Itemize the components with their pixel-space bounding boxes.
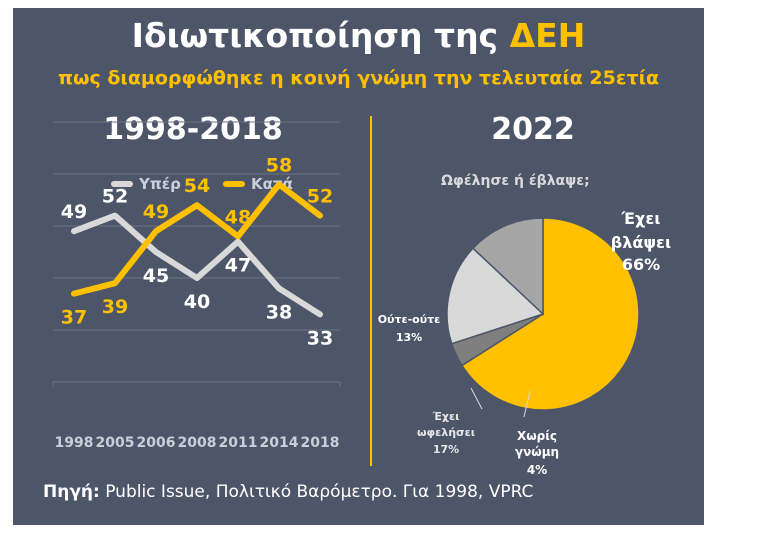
page-title: Ιδιωτικοποίηση της ΔΕΗ (13, 16, 704, 55)
data-label: 52 (102, 186, 128, 208)
period-2022: 2022 (491, 112, 575, 147)
pie-slice (460, 217, 640, 411)
pie-slice-percent: 66% (622, 255, 660, 274)
pie-slice (471, 217, 544, 316)
pie-slice-label: Ούτε-ούτε (378, 313, 441, 326)
pie-leader-line (523, 390, 531, 418)
x-tick-label: 2008 (178, 435, 217, 451)
legend-label-yper: Υπέρ (139, 175, 181, 193)
data-label: 52 (307, 186, 333, 208)
series-line-kata (71, 181, 323, 297)
pie-slice (446, 247, 545, 345)
title-accent: ΔΕΗ (509, 16, 586, 55)
x-tick-label: 2006 (137, 435, 176, 451)
data-label: 38 (266, 301, 292, 323)
infographic-card: Ιδιωτικοποίηση της ΔΕΗ πως διαμορφώθηκε … (13, 8, 704, 525)
source-note: Πηγή: Public Issue, Πολιτικό Βαρόμετρο. … (43, 482, 533, 502)
pie-slice-label: γνώμη (515, 445, 559, 459)
data-label: 40 (184, 291, 210, 313)
line-chart: 1998 2005 2006 2008 2011 2014 2018 49 52 45 40 47 38… (52, 121, 341, 451)
pie-chart: Έχει βλάψει 66% Χωρίς γνώμη 4% Έχει ωφελήσει 17%… (378, 209, 672, 477)
source-label: Πηγή: (43, 482, 100, 502)
pie-slice-label: Χωρίς (517, 429, 557, 443)
series-line-yper (71, 212, 323, 318)
data-label: 45 (143, 265, 169, 287)
data-label: 58 (266, 154, 292, 176)
data-label: 49 (143, 201, 169, 223)
x-tick-label: 1998 (55, 435, 94, 451)
pie-slice-label: Έχει (432, 410, 460, 423)
data-label: 49 (61, 201, 87, 223)
pie-slice-percent: 17% (433, 443, 459, 456)
title-main: Ιδιωτικοποίηση της (131, 16, 499, 55)
pie-question: Ωφέλησε ή έβλαψε; (441, 173, 590, 189)
pie-slice-percent: 13% (396, 331, 422, 344)
legend-swatch-yper (111, 181, 133, 187)
x-tick-label: 2011 (219, 435, 258, 451)
data-label: 39 (102, 296, 128, 318)
data-label: 47 (225, 255, 251, 277)
pie-slice-percent: 4% (527, 463, 547, 477)
legend-yper: Υπέρ (111, 175, 181, 193)
pie-slice-label: ωφελήσει (417, 426, 475, 439)
x-tick-label: 2018 (301, 435, 340, 451)
pie-slice-label: βλάψει (611, 233, 671, 252)
x-tick-label: 2014 (260, 435, 299, 451)
data-label: 54 (184, 175, 210, 197)
data-label: 37 (61, 307, 87, 329)
source-text: Public Issue, Πολιτικό Βαρόμετρο. Για 19… (105, 482, 534, 502)
panel-divider (370, 116, 372, 466)
legend-swatch-kata (223, 181, 245, 187)
pie-slice-label: Έχει (621, 209, 661, 228)
data-label: 33 (307, 327, 333, 349)
period-1998-2018: 1998-2018 (103, 112, 283, 147)
x-tick-label: 2005 (96, 435, 135, 451)
page-subtitle: πως διαμορφώθηκε η κοινή γνώμη την τελευ… (57, 67, 660, 89)
data-label: 48 (225, 206, 251, 228)
pie-leader-line (470, 387, 483, 410)
